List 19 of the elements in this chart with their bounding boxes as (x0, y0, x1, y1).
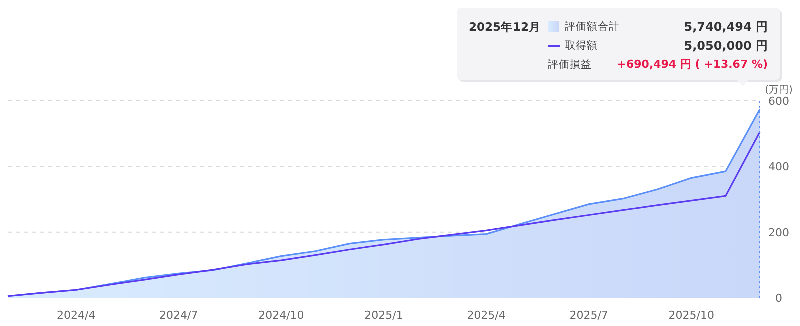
legend-label: 評価額合計 (565, 20, 620, 33)
x-tick-label: 2025/1 (364, 309, 404, 322)
x-tick-label: 2025/10 (668, 309, 714, 322)
y-tick-label: 200 (768, 226, 790, 240)
text: +690,494 円 ( +13.67 %) (617, 58, 768, 71)
x-tick-label: 2025/7 (570, 309, 608, 322)
y-tick-label: 400 (768, 160, 790, 174)
legend-label: 取得額 (565, 39, 598, 52)
y-axis-title: (万円) (765, 85, 793, 96)
text: 5,740,494 円 (684, 20, 768, 34)
y-tick-label: 0 (776, 292, 782, 305)
x-tick-label: 2025/4 (467, 309, 506, 322)
text: 5,050,000 円 (684, 39, 768, 53)
x-tick-label: 2024/7 (160, 309, 198, 322)
x-tick-label: 2024/4 (57, 309, 96, 322)
text: 評価損益 (548, 59, 592, 71)
text: 2025年12月 (469, 20, 542, 34)
y-tick-label: 600 (768, 95, 790, 108)
x-tick-label: 2024/10 (258, 309, 304, 322)
